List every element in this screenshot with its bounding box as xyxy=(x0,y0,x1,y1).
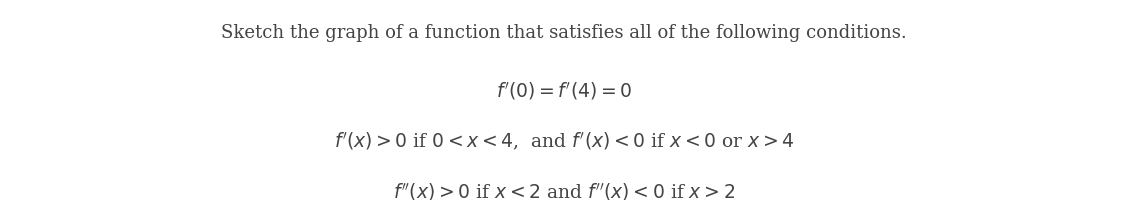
Text: $f^{\prime}(x) > 0$ if $0 < x < 4$,  and $f^{\prime}(x) < 0$ if $x < 0$ or $x > : $f^{\prime}(x) > 0$ if $0 < x < 4$, and … xyxy=(334,130,794,152)
Text: Sketch the graph of a function that satisfies all of the following conditions.: Sketch the graph of a function that sati… xyxy=(221,24,907,42)
Text: $f^{\prime\prime}(x) > 0$ if $x < 2$ and $f^{\prime\prime}(x) < 0$ if $x > 2$: $f^{\prime\prime}(x) > 0$ if $x < 2$ and… xyxy=(393,180,735,200)
Text: $f^{\prime}(0) = f^{\prime}(4) = 0$: $f^{\prime}(0) = f^{\prime}(4) = 0$ xyxy=(496,80,632,102)
